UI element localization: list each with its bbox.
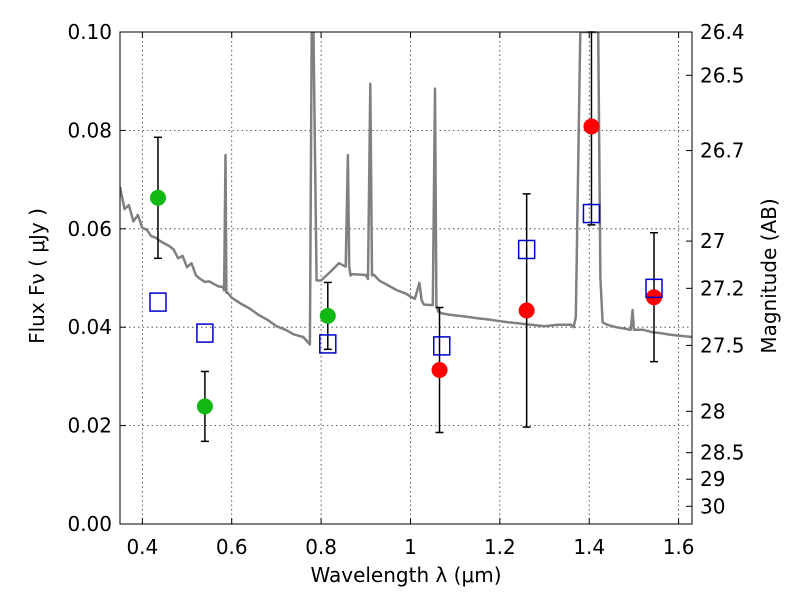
data-point-green-detections <box>319 307 336 324</box>
y-tick-label: 0.08 <box>67 118 112 142</box>
marker-layer <box>149 118 663 415</box>
plot-background <box>120 32 692 524</box>
model-point-square <box>433 336 451 356</box>
data-point-green-detections <box>196 398 213 415</box>
mag-tick-label: 27.2 <box>700 276 745 300</box>
model-point-square <box>196 323 214 343</box>
mag-tick-label: 26.7 <box>700 139 745 163</box>
model-point-square <box>582 203 601 224</box>
data-point-red-detections <box>431 362 448 379</box>
grid-lines <box>120 32 692 524</box>
y-tick-label: 0.04 <box>67 315 112 339</box>
x-tick-label: 1.2 <box>484 535 516 559</box>
mag-tick-label: 26.5 <box>700 63 745 87</box>
spectrum-layer <box>120 32 692 346</box>
mag-tick-label: 27.5 <box>700 333 745 357</box>
x-tick-label: 0.6 <box>216 535 248 559</box>
y-tick-label: 0.06 <box>67 217 112 241</box>
spectrum-line <box>120 32 692 346</box>
mag-tick-label: 27 <box>700 229 725 253</box>
x-axis-label: Wavelength λ (μm) <box>310 563 501 587</box>
x-tick-label: 0.8 <box>305 535 337 559</box>
data-point-green-detections <box>149 189 166 206</box>
y2-axis-label: Magnitude (AB) <box>757 198 781 353</box>
mag-tick-label: 29 <box>700 467 725 491</box>
model-point-square <box>319 334 337 354</box>
y-tick-label: 0.10 <box>67 20 112 44</box>
x-tick-label: 0.4 <box>126 535 158 559</box>
y-tick-label: 0.02 <box>67 414 112 438</box>
x-tick-label: 1.6 <box>663 535 695 559</box>
y-axis-label: Flux Fν ( μJy ) <box>25 208 49 344</box>
model-point-square <box>517 239 536 260</box>
mag-tick-label: 28.5 <box>700 441 745 465</box>
mag-tick-label: 30 <box>700 494 725 518</box>
tick-labels: 0.4 0.6 0.8 1 1.2 1.4 1.6 0.00 0.02 0.04 0.06 0.08 0… <box>67 20 744 559</box>
plot-frame <box>119 31 693 525</box>
data-point-red-detections <box>583 118 600 135</box>
model-point-square <box>645 278 663 299</box>
x-tick-label: 1.4 <box>573 535 605 559</box>
y-tick-label: 0.00 <box>67 512 112 536</box>
mag-tick-label: 26.4 <box>700 20 745 44</box>
data-point-red-detections <box>518 302 535 319</box>
mag-tick-label: 28 <box>700 399 725 423</box>
model-point-square <box>149 292 167 312</box>
x-tick-label: 1 <box>404 535 417 559</box>
axis-ticks <box>120 31 692 525</box>
